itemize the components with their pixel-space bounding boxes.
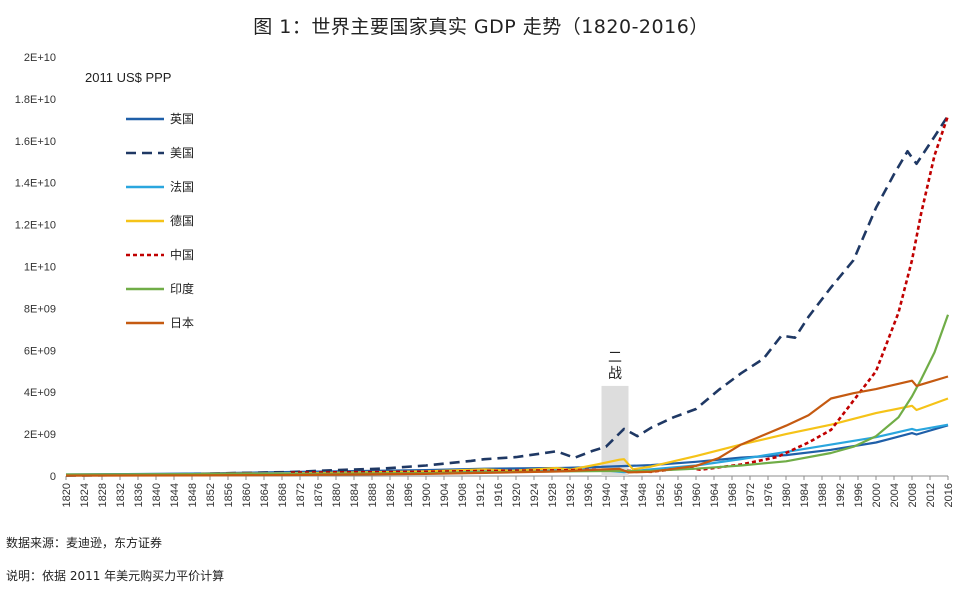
x-tick-label: 1980 [781, 483, 793, 507]
x-tick-label: 1960 [691, 483, 703, 507]
x-tick-label: 1872 [295, 483, 307, 507]
x-tick-label: 1832 [115, 483, 127, 507]
y-tick-label: 8E+09 [24, 303, 56, 315]
series-lines [65, 114, 950, 477]
x-tick-label: 1900 [421, 483, 433, 507]
x-tick-label: 1904 [439, 483, 451, 507]
series-line-日本 [65, 375, 949, 477]
x-tick-label: 1976 [763, 483, 775, 507]
x-tick-label: 2012 [925, 483, 937, 507]
y-tick-label: 0 [50, 471, 56, 483]
unit-label: 2011 US$ PPP [85, 70, 171, 85]
x-tick-label: 1924 [529, 483, 541, 507]
x-tick-label: 1868 [277, 483, 289, 507]
x-tick-label: 1908 [457, 483, 469, 507]
x-tick-label: 1852 [205, 483, 217, 507]
x-tick-label: 1952 [655, 483, 667, 507]
legend-label: 印度 [170, 281, 194, 296]
y-tick-label: 6E+09 [24, 345, 56, 357]
x-tick-label: 1840 [151, 483, 163, 507]
x-tick-label: 1956 [673, 483, 685, 507]
y-tick-label: 1E+10 [24, 262, 56, 274]
explanation-note: 说明：依据 2011 年美元购买力平价计算 [6, 569, 225, 583]
x-tick-label: 1992 [835, 483, 847, 507]
x-axis: 1820 1824 1828 1832 1836 1840 1844 1848 1852 1856… [61, 475, 955, 507]
x-tick-label: 1824 [79, 483, 91, 507]
y-tick-label: 1.8E+10 [15, 94, 56, 106]
legend-label: 美国 [170, 146, 194, 160]
x-tick-label: 1876 [313, 483, 325, 507]
y-tick-label: 2E+09 [24, 429, 56, 441]
x-tick-label: 1928 [547, 483, 559, 507]
ww2-annotation-label: 战 [608, 366, 622, 382]
x-tick-label: 1820 [61, 483, 73, 507]
x-tick-label: 1896 [403, 483, 415, 507]
legend-label: 德国 [170, 213, 194, 228]
series-line-德国 [200, 397, 949, 475]
y-tick-label: 1.4E+10 [15, 178, 56, 190]
x-tick-label: 1964 [709, 483, 721, 507]
x-tick-label: 1912 [475, 483, 487, 507]
x-tick-label: 1860 [241, 483, 253, 507]
x-tick-label: 1848 [187, 483, 199, 507]
legend-label: 中国 [170, 247, 194, 262]
y-tick-label: 1.6E+10 [15, 136, 56, 148]
x-tick-label: 1996 [853, 483, 865, 507]
x-tick-label: 1940 [601, 483, 613, 507]
legend-label: 法国 [170, 180, 194, 194]
y-tick-label: 2E+10 [24, 52, 56, 64]
series-line-法国 [65, 423, 949, 476]
x-tick-label: 1884 [349, 483, 361, 507]
x-tick-label: 1856 [223, 483, 235, 507]
source-note: 数据来源：麦迪逊，东方证券 [6, 536, 163, 550]
x-tick-label: 1864 [259, 483, 271, 507]
x-tick-label: 1932 [565, 483, 577, 507]
legend-label: 日本 [170, 316, 194, 330]
x-tick-label: 1844 [169, 483, 181, 507]
ww2-shaded-band: 二战 [601, 350, 629, 476]
x-tick-label: 1920 [511, 483, 523, 507]
x-tick-label: 1972 [745, 483, 757, 507]
x-tick-label: 1936 [583, 483, 595, 507]
x-tick-label: 1892 [385, 483, 397, 507]
x-tick-label: 1916 [493, 483, 505, 507]
ww2-annotation-label: 二 [608, 350, 622, 366]
x-tick-label: 2004 [889, 483, 901, 507]
y-axis: 0 2E+09 4E+09 6E+09 8E+09 1E+10 1.2E+10 1.4E+10… [15, 52, 56, 483]
legend-label: 英国 [170, 112, 194, 126]
x-tick-label: 1836 [133, 483, 145, 507]
x-tick-label: 2016 [943, 483, 955, 507]
series-line-美国 [65, 114, 950, 477]
x-tick-label: 1988 [817, 483, 829, 507]
x-tick-label: 1944 [619, 483, 631, 507]
x-tick-label: 1888 [367, 483, 379, 507]
x-tick-label: 1968 [727, 483, 739, 507]
x-tick-label: 1948 [637, 483, 649, 507]
series-line-英国 [65, 424, 949, 476]
x-tick-label: 2000 [871, 483, 883, 507]
y-tick-label: 4E+09 [24, 387, 56, 399]
x-tick-label: 1984 [799, 483, 811, 507]
x-tick-label: 1880 [331, 483, 343, 507]
x-tick-label: 1828 [97, 483, 109, 507]
chart-title: 图 1：世界主要国家真实 GDP 走势（1820-2016） [253, 16, 709, 38]
x-tick-label: 2008 [907, 483, 919, 507]
y-tick-label: 1.2E+10 [15, 220, 56, 232]
